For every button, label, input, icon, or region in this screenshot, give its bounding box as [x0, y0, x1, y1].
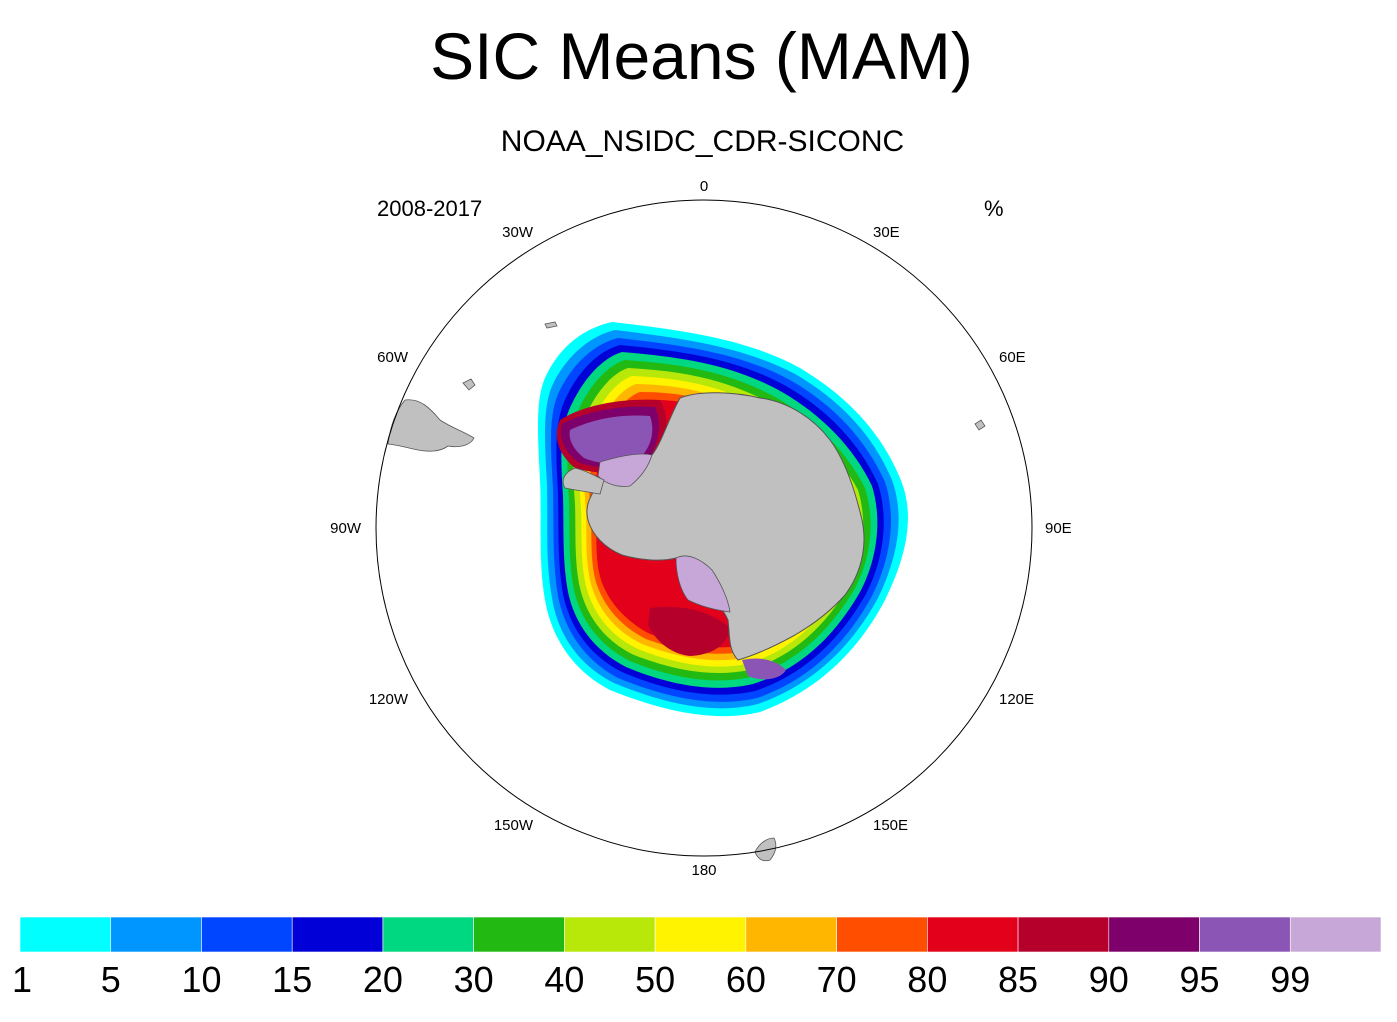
colorbar-box: [745, 916, 837, 953]
colorbar-box: [1108, 916, 1200, 953]
lon-label-120w: 120W: [369, 691, 409, 708]
new-zealand-land: [754, 837, 777, 862]
lon-label-60w: 60W: [377, 349, 409, 366]
lon-label-90w: 90W: [330, 520, 362, 537]
map-boundary: [375, 199, 1033, 857]
colorbar-tick-label: 20: [363, 959, 403, 1000]
longitude-labels: 0 30E 60E 90E 120E 150E 180 150W 120W 90…: [330, 178, 1072, 879]
sic-band-85-ross: [648, 606, 730, 656]
colorbar-box: [473, 916, 565, 953]
lon-label-0: 0: [700, 178, 708, 195]
colorbar-box: [1199, 916, 1291, 953]
colorbar-tick-label: 95: [1180, 959, 1220, 1000]
antarctica: [562, 392, 865, 661]
colorbar-tick-label: 10: [181, 959, 221, 1000]
ross-ice-shelf: [675, 555, 731, 613]
colorbar-tick-label: 15: [272, 959, 312, 1000]
ronne-ice-shelf: [597, 453, 653, 487]
other-land: [387, 321, 986, 862]
lon-label-150w: 150W: [494, 817, 534, 834]
colorbar-tick-label: 50: [635, 959, 675, 1000]
south-america-land: [387, 399, 475, 452]
sic-band-95-ross: [742, 658, 786, 680]
south-georgia-land: [462, 378, 476, 391]
colorbar-box: [1017, 916, 1110, 953]
lon-label-120e: 120E: [999, 691, 1034, 708]
colorbar-box: [291, 916, 384, 953]
colorbar-box: [382, 916, 474, 953]
lon-label-30e: 30E: [873, 224, 900, 241]
colorbar: 1 5 10 15 20 30 40 50 60 70 80 85 90 95 99: [12, 916, 1382, 1000]
colorbar-box: [201, 916, 293, 953]
chart-subtitle: NOAA_NSIDC_CDR-SICONC: [500, 125, 905, 158]
colorbar-box: [110, 916, 202, 953]
colorbar-tick-label: 80: [907, 959, 947, 1000]
colorbar-tick-label: 40: [544, 959, 584, 1000]
colorbar-tick-label: 99: [1270, 959, 1310, 1000]
colorbar-tick-label: 85: [998, 959, 1038, 1000]
colorbar-tick-label: 5: [101, 959, 121, 1000]
colorbar-tick-label: 90: [1089, 959, 1129, 1000]
kerguelen-land: [974, 419, 986, 431]
units-label: %: [984, 196, 1004, 221]
colorbar-tick-label: 70: [817, 959, 857, 1000]
lon-label-150e: 150E: [873, 817, 908, 834]
south-orkney-land: [544, 321, 558, 329]
colorbar-box: [654, 916, 747, 953]
lon-label-180: 180: [691, 862, 716, 879]
colorbar-box: [836, 916, 928, 953]
colorbar-tick-label: 30: [454, 959, 494, 1000]
colorbar-tick-label: 60: [726, 959, 766, 1000]
colorbar-box: [1289, 916, 1382, 953]
colorbar-tick-label: 1: [12, 959, 32, 1000]
colorbar-box: [19, 916, 112, 953]
period-label: 2008-2017: [377, 196, 483, 221]
colorbar-box: [564, 916, 656, 953]
sic-band-95-weddell: [569, 415, 653, 464]
lon-label-90e: 90E: [1045, 520, 1072, 537]
lon-label-60e: 60E: [999, 349, 1026, 366]
antarctic-peninsula: [562, 467, 605, 495]
chart-title: SIC Means (MAM): [430, 19, 973, 93]
lon-label-30w: 30W: [502, 224, 534, 241]
colorbar-box: [927, 916, 1019, 953]
